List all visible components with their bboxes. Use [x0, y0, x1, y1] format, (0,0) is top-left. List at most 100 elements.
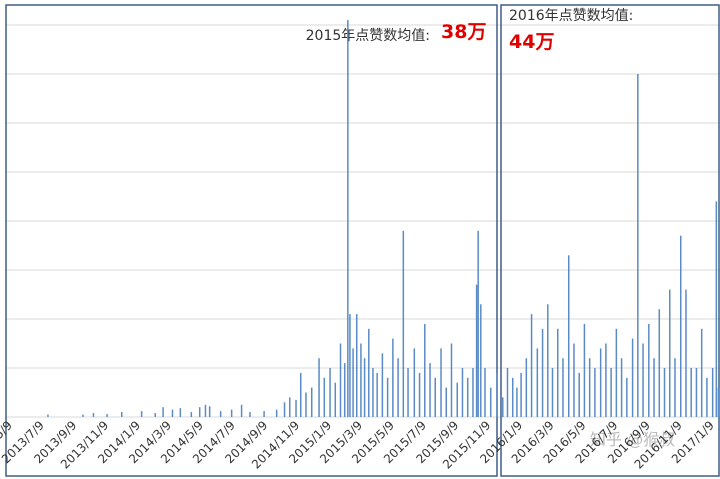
- bar: [489, 387, 492, 417]
- bar: [567, 255, 570, 417]
- bar: [288, 397, 291, 417]
- bar: [295, 399, 297, 417]
- bar: [386, 377, 389, 417]
- bar: [397, 358, 399, 417]
- bar: [275, 409, 278, 417]
- bar: [516, 387, 518, 417]
- bar: [700, 328, 703, 417]
- bar: [283, 402, 286, 417]
- bar: [715, 201, 718, 417]
- bar: [407, 368, 409, 417]
- annotation-value: 44万: [509, 31, 554, 53]
- bar: [631, 338, 634, 417]
- bar: [583, 323, 586, 417]
- bar: [363, 358, 366, 417]
- bar: [299, 372, 302, 417]
- bar: [594, 368, 596, 417]
- bar: [506, 368, 509, 417]
- bar: [418, 372, 421, 417]
- bar: [541, 328, 544, 417]
- bar: [352, 348, 354, 417]
- bar: [208, 406, 211, 417]
- bar: [392, 338, 394, 417]
- bar: [318, 358, 320, 417]
- bar: [695, 368, 698, 417]
- bar: [620, 358, 623, 417]
- bar: [502, 397, 504, 417]
- bar: [372, 368, 374, 417]
- bar: [204, 404, 207, 417]
- bar: [162, 407, 164, 417]
- bar: [679, 235, 682, 417]
- bar: [230, 409, 233, 417]
- bar: [171, 409, 174, 417]
- bar: [219, 411, 222, 417]
- bar: [82, 414, 84, 417]
- bar: [329, 368, 331, 417]
- bar: [334, 382, 337, 417]
- bar: [368, 328, 370, 417]
- bar: [717, 387, 720, 417]
- bar: [47, 414, 49, 417]
- bar: [536, 348, 539, 417]
- bar: [674, 358, 676, 417]
- bar: [461, 368, 464, 417]
- bar: [106, 414, 108, 417]
- bar: [339, 343, 342, 417]
- bar: [154, 413, 156, 417]
- bar: [480, 304, 482, 417]
- bar: [381, 353, 384, 417]
- bar: [610, 368, 612, 417]
- bar: [472, 368, 474, 417]
- bar: [360, 343, 362, 417]
- bar: [323, 377, 326, 417]
- bar: [475, 284, 478, 417]
- bar: [429, 363, 431, 417]
- bar: [547, 304, 549, 417]
- bar: [706, 377, 708, 417]
- bar: [445, 387, 447, 417]
- bar: [551, 368, 554, 417]
- bar: [530, 314, 533, 417]
- bar: [434, 377, 437, 417]
- bar: [456, 382, 458, 417]
- bar: [263, 411, 265, 417]
- bar: [578, 372, 580, 417]
- bar: [120, 412, 123, 417]
- bar: [92, 413, 95, 417]
- bar: [653, 358, 655, 417]
- bar: [190, 412, 193, 417]
- bar: [343, 363, 346, 417]
- bar: [658, 309, 661, 417]
- bar: [511, 377, 514, 417]
- bar: [642, 343, 644, 417]
- bar: [450, 343, 453, 417]
- bar: [685, 289, 687, 417]
- bar: [424, 323, 426, 417]
- annotation-text: 2015年点赞数均值:: [306, 28, 430, 44]
- bar: [599, 348, 602, 417]
- bar: [413, 348, 416, 417]
- bar: [349, 314, 351, 417]
- annotation-text: 2016年点赞数均值:: [509, 8, 633, 24]
- bar: [663, 368, 666, 417]
- bar: [440, 348, 442, 417]
- bar: [637, 74, 639, 417]
- bar: [240, 404, 243, 417]
- bar: [573, 343, 575, 417]
- bar: [520, 372, 522, 417]
- bar: [496, 372, 498, 417]
- period-2016-box: [500, 4, 720, 477]
- bar: [140, 411, 143, 417]
- annotation-value: 38万: [441, 21, 486, 43]
- bar: [466, 377, 469, 417]
- bar: [556, 328, 559, 417]
- bar: [376, 372, 378, 417]
- bar: [249, 412, 251, 417]
- bar: [310, 387, 313, 417]
- watermark: 知乎 @猴叔: [590, 430, 675, 449]
- bar: [588, 358, 591, 417]
- bar: [711, 368, 714, 417]
- bar: [525, 358, 528, 417]
